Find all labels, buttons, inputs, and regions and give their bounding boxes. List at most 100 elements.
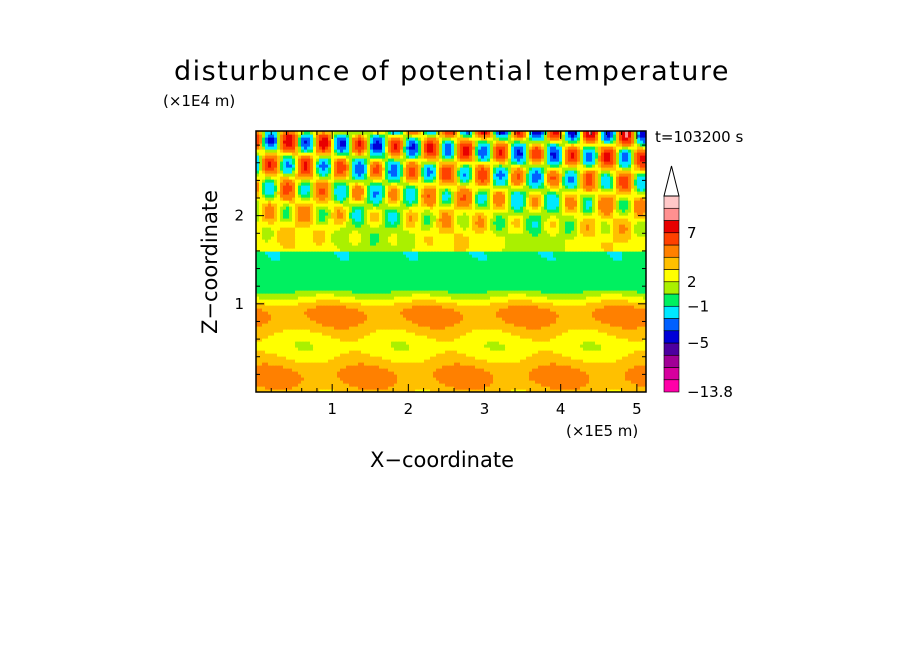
field-cell	[301, 329, 305, 333]
field-cell	[352, 335, 356, 339]
field-cell	[508, 320, 512, 324]
field-cell	[574, 302, 578, 306]
field-cell	[373, 317, 377, 321]
field-cell	[631, 383, 635, 387]
field-cell	[499, 362, 503, 366]
field-cell	[466, 308, 470, 312]
field-cell	[394, 311, 398, 315]
field-cell	[478, 302, 482, 306]
field-cell	[418, 374, 422, 378]
field-cell	[298, 359, 302, 363]
field-cell	[268, 383, 272, 387]
field-cell	[259, 341, 263, 345]
field-cell	[640, 320, 644, 324]
field-cell	[298, 329, 302, 333]
field-cell	[370, 326, 374, 330]
field-cell	[475, 383, 479, 387]
field-cell	[496, 341, 500, 345]
field-cell	[382, 371, 386, 375]
field-cell	[283, 311, 287, 315]
field-cell	[286, 317, 290, 321]
field-cell	[274, 389, 278, 392]
field-cell	[535, 329, 539, 333]
field-cell	[610, 359, 614, 363]
field-cell	[313, 329, 317, 333]
field-cell	[325, 317, 329, 321]
field-cell	[511, 371, 515, 375]
field-cell	[310, 374, 314, 378]
field-cell	[457, 317, 461, 321]
field-cell	[631, 353, 635, 357]
field-cell	[412, 314, 416, 318]
field-cell	[292, 320, 296, 324]
field-cell	[340, 323, 344, 327]
field-cell	[622, 362, 626, 366]
field-cell	[406, 317, 410, 321]
field-cell	[469, 302, 473, 306]
field-cell	[436, 335, 440, 339]
field-cell	[298, 308, 302, 312]
field-cell	[508, 362, 512, 366]
field-cell	[367, 314, 371, 318]
field-cell	[346, 371, 350, 375]
field-cell	[511, 386, 515, 390]
field-cell	[511, 299, 515, 303]
field-cell	[631, 377, 635, 381]
field-cell	[364, 380, 368, 384]
field-cell	[475, 377, 479, 381]
field-cell	[409, 335, 413, 339]
field-cell	[262, 356, 266, 360]
field-cell	[259, 353, 263, 357]
field-cell	[454, 341, 458, 345]
field-cell	[571, 371, 575, 375]
field-cell	[301, 317, 305, 321]
field-cell	[520, 308, 524, 312]
field-cell	[598, 380, 602, 384]
field-cell	[427, 344, 431, 348]
field-cell	[499, 377, 503, 381]
field-cell	[508, 389, 512, 392]
field-cell	[637, 338, 641, 342]
field-cell	[310, 338, 314, 342]
field-cell	[478, 389, 482, 392]
field-cell	[415, 305, 419, 309]
field-cell	[490, 365, 494, 369]
field-cell	[412, 344, 416, 348]
field-cell	[613, 344, 617, 348]
field-cell	[526, 314, 530, 318]
field-cell	[502, 317, 506, 321]
field-cell	[481, 377, 485, 381]
field-cell	[565, 380, 569, 384]
field-cell	[442, 374, 446, 378]
field-cell	[361, 365, 365, 369]
field-cell	[580, 323, 584, 327]
field-cell	[463, 338, 467, 342]
field-cell	[367, 374, 371, 378]
field-cell	[514, 380, 518, 384]
field-cell	[397, 329, 401, 333]
field-cell	[625, 302, 629, 306]
field-cell	[544, 380, 548, 384]
field-cell	[574, 332, 578, 336]
field-cell	[493, 338, 497, 342]
field-cell	[307, 338, 311, 342]
field-cell	[469, 368, 473, 372]
field-cell	[544, 314, 548, 318]
field-cell	[313, 353, 317, 357]
field-cell	[283, 359, 287, 363]
field-cell	[475, 311, 479, 315]
field-cell	[595, 320, 599, 324]
field-cell	[280, 314, 284, 318]
field-cell	[487, 371, 491, 375]
field-cell	[574, 308, 578, 312]
field-cell	[262, 317, 266, 321]
field-cell	[496, 335, 500, 339]
field-cell	[583, 311, 587, 315]
field-cell	[358, 386, 362, 390]
field-cell	[310, 305, 314, 309]
field-cell	[496, 299, 500, 303]
field-cell	[400, 368, 404, 372]
field-cell	[421, 344, 425, 348]
field-cell	[628, 305, 632, 309]
field-cell	[643, 356, 646, 360]
